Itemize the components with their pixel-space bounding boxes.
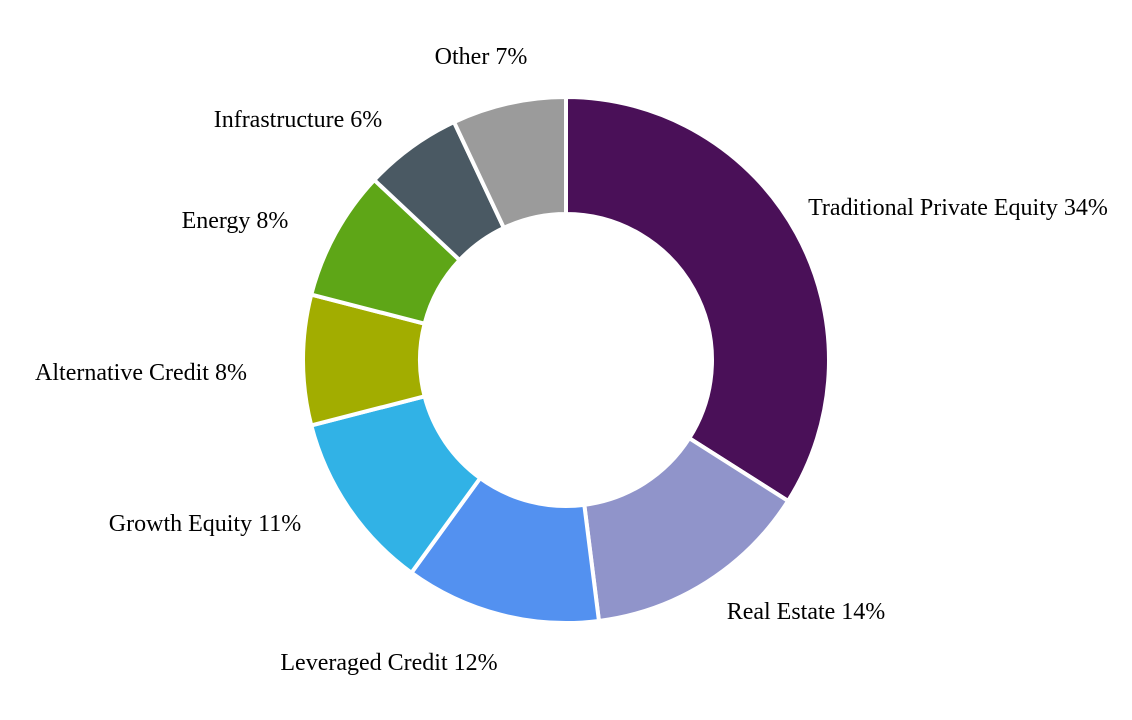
label-leveraged-credit: Leveraged Credit 12% (280, 650, 497, 676)
slice-labels: Traditional Private Equity 34% Real Estat… (35, 44, 1108, 676)
label-energy: Energy 8% (182, 208, 289, 234)
label-traditional-private-equity: Traditional Private Equity 34% (808, 195, 1108, 221)
label-growth-equity: Growth Equity 11% (109, 511, 301, 537)
label-alternative-credit: Alternative Credit 8% (35, 360, 247, 386)
donut-slices (300, 95, 831, 625)
slice-other (452, 95, 568, 230)
label-other: Other 7% (435, 44, 528, 70)
slice-traditional-private-equity (564, 95, 831, 503)
label-infrastructure: Infrastructure 6% (214, 107, 383, 133)
label-real-estate: Real Estate 14% (727, 599, 886, 625)
slice-real-estate (582, 436, 791, 623)
